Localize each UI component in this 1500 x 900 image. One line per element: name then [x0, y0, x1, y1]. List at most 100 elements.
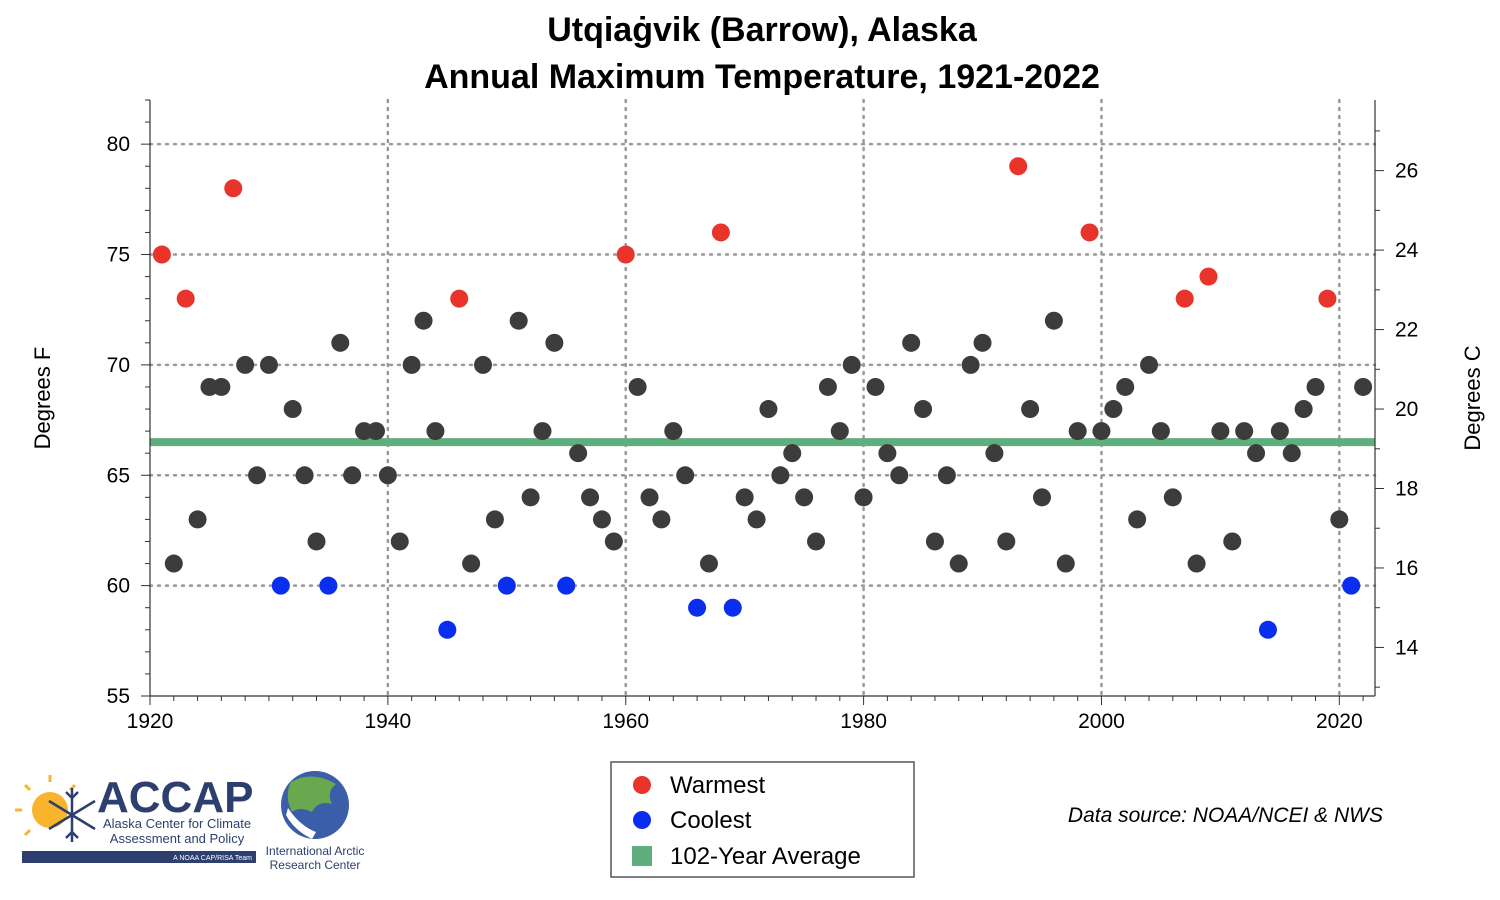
data-point-normal	[569, 444, 588, 463]
data-point-normal	[164, 554, 183, 573]
data-point-normal	[961, 355, 980, 374]
data-point-normal	[1056, 554, 1075, 573]
data-point-normal	[295, 466, 314, 485]
x-tick-label: 2000	[1078, 710, 1125, 733]
data-point-normal	[485, 510, 504, 529]
data-point-normal	[1187, 554, 1206, 573]
data-point-coolest	[271, 576, 290, 595]
data-point-normal	[902, 333, 921, 352]
legend-marker-average	[632, 846, 652, 866]
data-point-normal	[343, 466, 362, 485]
data-point-normal	[1223, 532, 1242, 551]
data-point-normal	[1354, 377, 1373, 396]
y-tick-label: 55	[107, 685, 130, 708]
data-point-normal	[795, 488, 814, 507]
data-point-normal	[366, 422, 385, 441]
data-point-normal	[878, 444, 897, 463]
data-point-normal	[807, 532, 826, 551]
data-point-normal	[949, 554, 968, 573]
y-tick-label: 70	[107, 354, 130, 377]
legend-marker-coolest	[633, 811, 651, 829]
data-point-coolest	[319, 576, 338, 595]
accap-logo: ACCAP Alaska Center for Climate Assessme…	[15, 773, 256, 863]
iarc-logo-line-2: Research Center	[270, 858, 361, 872]
data-point-warmest	[1080, 223, 1099, 242]
data-point-normal	[1270, 422, 1289, 441]
data-point-normal	[997, 532, 1016, 551]
data-point-coolest	[557, 576, 576, 595]
data-point-warmest	[1318, 289, 1337, 308]
data-point-coolest	[688, 598, 707, 617]
data-point-normal	[462, 554, 481, 573]
data-point-warmest	[176, 289, 195, 308]
accap-logo-line-1: Alaska Center for Climate	[103, 816, 251, 831]
data-point-normal	[1247, 444, 1266, 463]
y2-tick-label: 22	[1395, 319, 1418, 342]
data-point-coolest	[1342, 576, 1361, 595]
data-point-normal	[628, 377, 647, 396]
data-point-normal	[1294, 400, 1313, 419]
chart-title-line-1: Utqiaġvik (Barrow), Alaska	[547, 11, 978, 49]
data-point-normal	[1032, 488, 1051, 507]
data-point-normal	[1140, 355, 1159, 374]
data-point-normal	[783, 444, 802, 463]
x-tick-label: 1980	[840, 710, 887, 733]
legend-box	[610, 761, 915, 878]
data-point-normal	[830, 422, 849, 441]
data-point-normal	[581, 488, 600, 507]
legend-label-average: 102-Year Average	[670, 843, 861, 870]
data-point-normal	[699, 554, 718, 573]
data-point-normal	[248, 466, 267, 485]
data-point-normal	[307, 532, 326, 551]
data-point-normal	[842, 355, 861, 374]
data-point-normal	[390, 532, 409, 551]
y2-tick-label: 24	[1395, 239, 1419, 262]
data-point-normal	[866, 377, 885, 396]
grid-lines	[148, 98, 1377, 698]
data-point-warmest	[1175, 289, 1194, 308]
y2-tick-label: 14	[1395, 636, 1419, 659]
data-point-normal	[1044, 311, 1063, 330]
data-point-normal	[1104, 400, 1123, 419]
iarc-logo: International Arctic Research Center	[266, 771, 365, 872]
data-point-warmest	[1199, 267, 1218, 286]
accap-logo-line-2: Assessment and Policy	[110, 831, 245, 846]
data-point-normal	[1116, 377, 1135, 396]
y-tick-label: 60	[107, 575, 130, 598]
accap-logo-tagline: A NOAA CAP/RISA Team	[173, 855, 252, 862]
data-point-normal	[664, 422, 683, 441]
data-point-warmest	[1009, 157, 1028, 176]
data-point-warmest	[711, 223, 730, 242]
data-point-normal	[759, 400, 778, 419]
data-point-normal	[509, 311, 528, 330]
data-point-normal	[890, 466, 909, 485]
data-point-normal	[533, 422, 552, 441]
data-point-coolest	[497, 576, 516, 595]
data-point-normal	[1306, 377, 1325, 396]
data-point-normal	[604, 532, 623, 551]
chart-title-line-2: Annual Maximum Temperature, 1921-2022	[424, 58, 1100, 96]
iarc-logo-line-1: International Arctic	[266, 844, 365, 858]
data-point-warmest	[616, 245, 635, 264]
y2-tick-label: 26	[1395, 160, 1418, 183]
accap-logo-bar	[22, 851, 256, 863]
sun-icon	[15, 775, 77, 837]
data-point-normal	[414, 311, 433, 330]
data-point-warmest	[224, 179, 243, 198]
data-point-normal	[188, 510, 207, 529]
globe-icon	[281, 771, 349, 839]
data-point-normal	[592, 510, 611, 529]
data-point-normal	[474, 355, 493, 374]
data-point-normal	[985, 444, 1004, 463]
y-axis-title-right: Degrees C	[1460, 345, 1485, 450]
data-point-normal	[652, 510, 671, 529]
data-point-coolest	[438, 620, 457, 639]
legend-marker-warmest	[633, 776, 651, 794]
data-point-normal	[973, 333, 992, 352]
data-point-normal	[426, 422, 445, 441]
data-point-normal	[521, 488, 540, 507]
data-point-normal	[1151, 422, 1170, 441]
data-point-normal	[818, 377, 837, 396]
data-point-normal	[402, 355, 421, 374]
data-point-normal	[747, 510, 766, 529]
